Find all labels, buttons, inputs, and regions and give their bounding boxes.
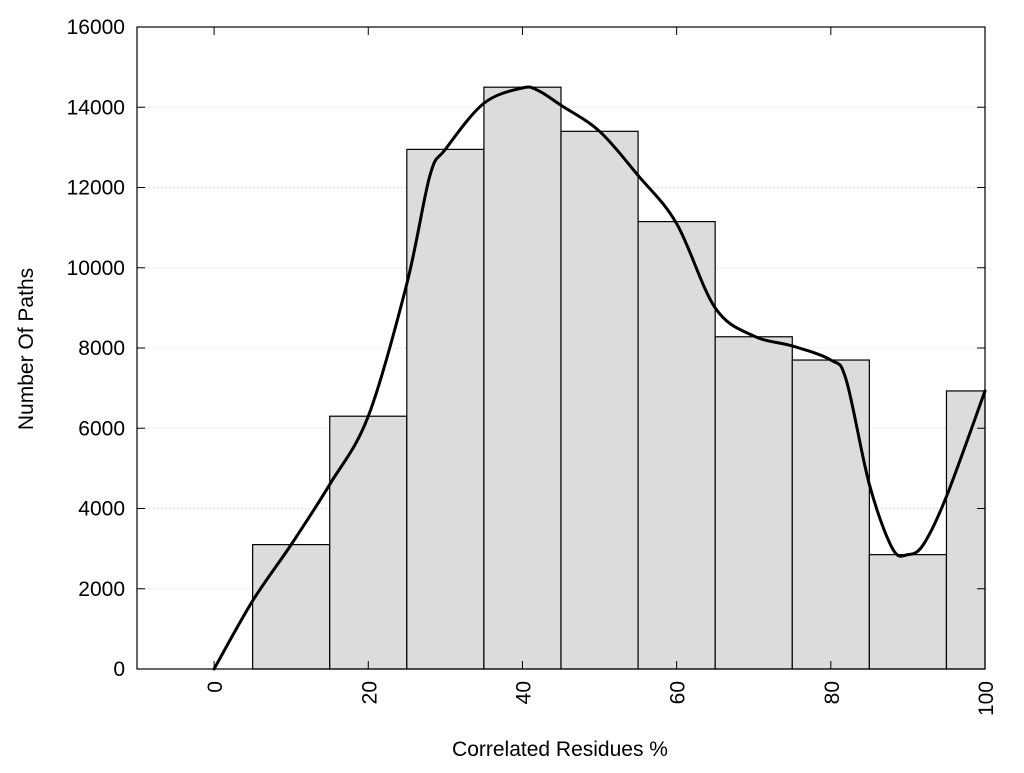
x-tick-label: 80	[821, 681, 844, 704]
histogram-bar	[560, 130, 639, 670]
histogram-bar	[714, 336, 793, 670]
smooth-curve-line	[212, 85, 987, 671]
bars	[252, 86, 986, 670]
histogram-bar	[252, 544, 331, 670]
histogram-bar	[945, 390, 986, 670]
x-axis-ticks: 0 20 40 60 80 100	[204, 27, 998, 716]
y-tick-label: 0	[113, 658, 125, 681]
x-tick-label: 40	[512, 681, 535, 704]
histogram-bar	[791, 359, 870, 670]
x-tick-label: 100	[975, 681, 998, 716]
y-tick-label: 12000	[67, 177, 125, 200]
y-tick-label: 4000	[78, 498, 125, 521]
x-axis-title: Correlated Residues %	[452, 738, 668, 761]
histogram-bar	[868, 554, 948, 670]
histogram-bar	[329, 415, 408, 670]
x-tick-label: 60	[667, 681, 690, 704]
y-tick-label: 2000	[78, 578, 125, 601]
x-tick-label: 0	[204, 681, 227, 693]
histogram-bar	[483, 86, 562, 670]
smooth-curve-layer	[212, 85, 987, 671]
y-axis-title: Number Of Paths	[15, 268, 38, 430]
y-tick-label: 6000	[78, 417, 125, 440]
y-tick-label: 8000	[78, 337, 125, 360]
y-tick-label: 14000	[67, 96, 125, 119]
y-tick-label: 10000	[67, 257, 125, 280]
x-tick-label: 20	[358, 681, 381, 704]
y-tick-label: 16000	[67, 16, 125, 39]
histogram-bar	[406, 148, 485, 670]
y-axis-ticks: 0 2000 4000 6000 8000 10000 12000 14000 16000	[67, 16, 985, 681]
